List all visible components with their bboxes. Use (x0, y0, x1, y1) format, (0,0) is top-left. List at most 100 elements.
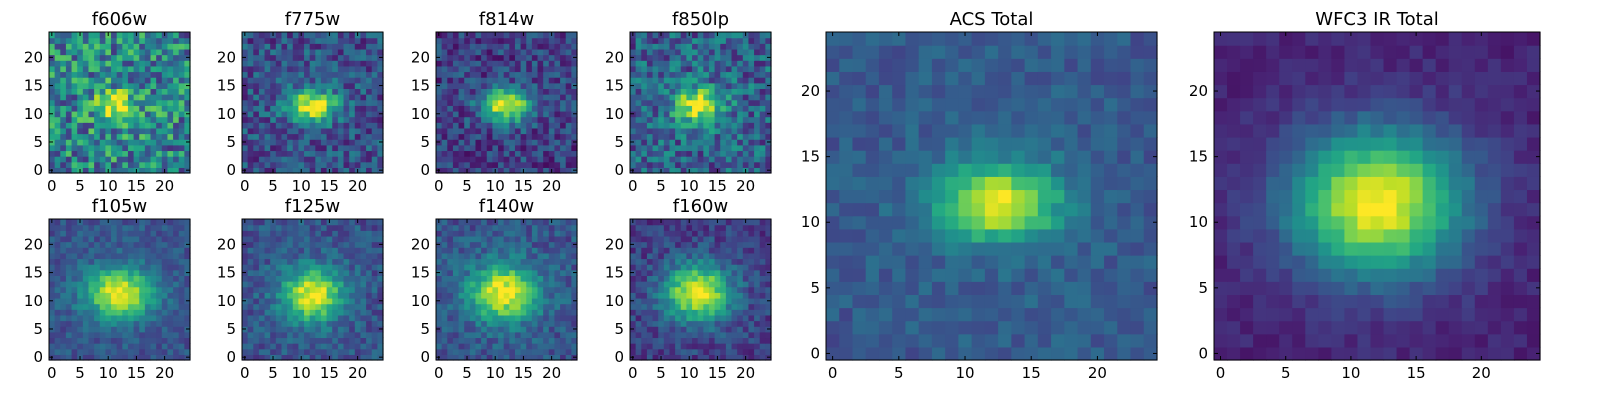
heatmap-cell (304, 269, 311, 276)
heatmap-cell (543, 37, 550, 44)
heatmap-cell (315, 337, 322, 344)
heatmap-cell (122, 94, 129, 101)
heatmap-cell (447, 161, 454, 168)
heatmap-cell (509, 241, 516, 248)
heatmap-cell (337, 167, 345, 174)
heatmap-cell (264, 297, 271, 305)
heatmap-cell (441, 88, 448, 95)
heatmap-cell (253, 156, 260, 163)
heatmap-cell (646, 337, 654, 344)
heatmap-cell (94, 88, 101, 95)
heatmap-cell (60, 348, 67, 355)
heatmap-cell (139, 286, 146, 293)
heatmap-cell (156, 77, 163, 84)
heatmap-cell (139, 337, 146, 344)
heatmap-cell (680, 156, 687, 163)
heatmap-cell (184, 219, 191, 226)
heatmap-cell (754, 275, 761, 282)
heatmap-cell (658, 133, 665, 140)
heatmap-cell (742, 314, 750, 322)
heatmap-cell (264, 275, 271, 282)
heatmap-cell (270, 264, 277, 271)
heatmap-cell (469, 224, 477, 231)
heatmap-cell (548, 320, 556, 327)
heatmap-cell (161, 150, 169, 157)
heatmap-cell (503, 94, 510, 101)
heatmap-cell (492, 139, 499, 146)
heatmap-cell (571, 127, 578, 135)
heatmap-cell (77, 252, 84, 260)
heatmap-cell (82, 133, 90, 140)
heatmap-cell (658, 337, 665, 344)
heatmap-cell (630, 292, 637, 299)
heatmap-cell (498, 99, 505, 106)
heatmap-cell (173, 224, 180, 231)
heatmap-cell (514, 297, 522, 305)
heatmap-cell (565, 343, 572, 350)
heatmap-cell (71, 264, 78, 271)
heatmap-cell (88, 139, 95, 146)
heatmap-cell (630, 150, 637, 157)
heatmap-cell (481, 224, 488, 231)
heatmap-cell (526, 337, 533, 344)
heatmap-cell (326, 65, 333, 73)
heatmap-cell (292, 286, 299, 293)
heatmap-cell (560, 99, 567, 106)
heatmap-cell (247, 337, 254, 344)
heatmap-cell (464, 258, 471, 265)
heatmap-cell (514, 235, 522, 243)
heatmap-cell (156, 71, 163, 78)
heatmap-cell (503, 264, 510, 271)
heatmap-cell (111, 43, 118, 50)
heatmap-cell (49, 320, 56, 327)
heatmap-cell (458, 219, 465, 226)
heatmap-cell (275, 247, 283, 254)
heatmap-cell (366, 110, 373, 118)
heatmap-cell (759, 331, 766, 339)
heatmap-cell (320, 94, 328, 101)
heatmap-cell (697, 99, 704, 106)
heatmap-cell (264, 281, 271, 288)
heatmap-cell (754, 348, 761, 355)
heatmap-cell (441, 309, 448, 316)
heatmap-cell (139, 297, 146, 305)
heatmap-cell (680, 326, 687, 333)
heatmap-cell (371, 88, 378, 95)
heatmap-cell (167, 343, 174, 350)
heatmap-cell (258, 48, 266, 56)
heatmap-cell (441, 269, 448, 276)
heatmap-cell (65, 144, 73, 152)
heatmap-cell (742, 348, 750, 355)
heatmap-cell (731, 94, 738, 101)
heatmap-cell (669, 88, 676, 95)
heatmap-cell (292, 326, 299, 333)
heatmap-cell (315, 65, 322, 73)
heatmap-cell (371, 71, 378, 78)
heatmap-cell (167, 326, 174, 333)
heatmap-cell (703, 343, 710, 350)
heatmap-cell (447, 54, 454, 61)
y-tick-label: 10 (411, 292, 430, 310)
heatmap-cell (60, 88, 67, 95)
heatmap-cell (680, 54, 687, 61)
heatmap-cell (765, 48, 772, 56)
y-tick-label: 10 (411, 105, 430, 123)
heatmap-cell (105, 303, 112, 310)
heatmap-cell (543, 122, 550, 129)
heatmap-cell (469, 116, 477, 123)
heatmap-cell (127, 264, 135, 271)
heatmap-cell (447, 326, 454, 333)
heatmap-cell (133, 252, 140, 260)
heatmap-cell (663, 122, 671, 129)
heatmap-cell (731, 314, 738, 322)
y-tick-label: 5 (614, 133, 624, 151)
heatmap-cell (641, 167, 648, 174)
heatmap-cell (714, 77, 721, 84)
heatmap-cell (242, 71, 249, 78)
heatmap-cell (315, 224, 322, 231)
heatmap-cell (731, 88, 738, 95)
heatmap-cell (349, 43, 356, 50)
heatmap-cell (332, 60, 339, 67)
heatmap-cell (161, 326, 169, 333)
heatmap-cell (748, 99, 755, 106)
